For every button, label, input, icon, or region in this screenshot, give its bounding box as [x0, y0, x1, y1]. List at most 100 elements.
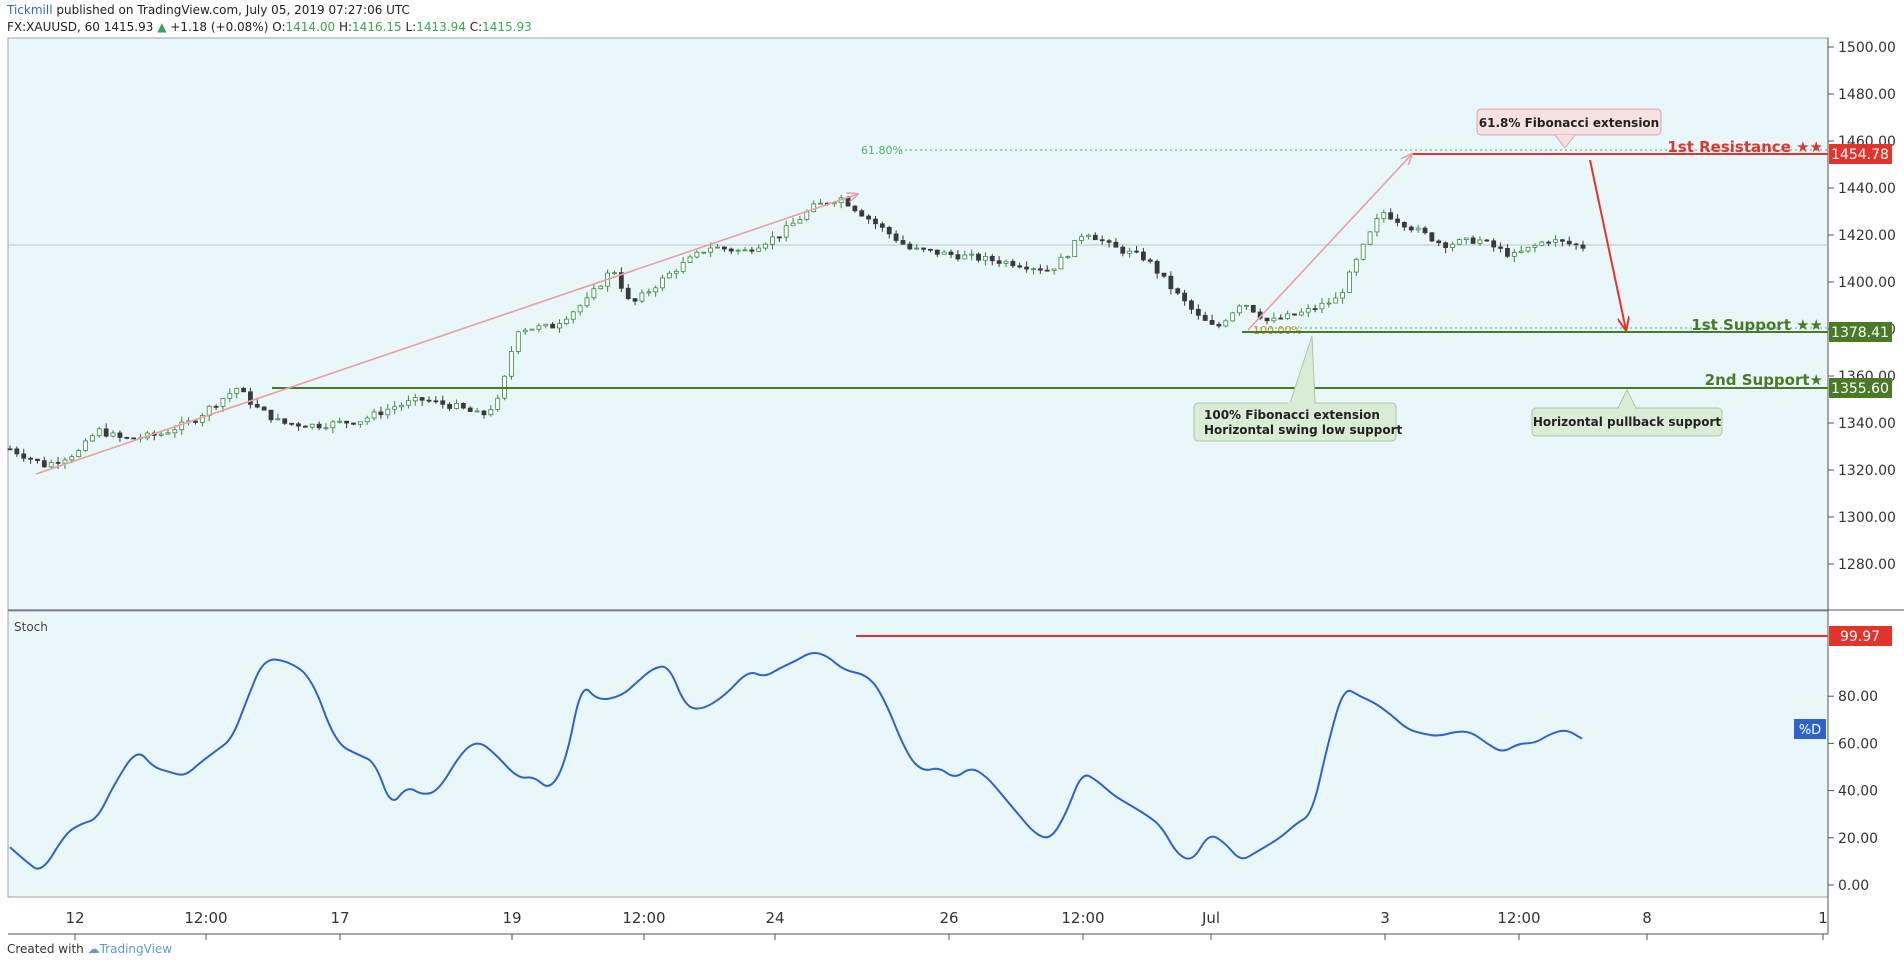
candle-body: [166, 433, 170, 434]
candle-body: [983, 256, 987, 260]
candle-body: [1148, 260, 1152, 261]
candle-body: [1347, 272, 1351, 292]
candle-body: [681, 262, 685, 271]
candle-body: [674, 271, 678, 273]
candle-body: [537, 326, 541, 329]
fib-61-label: 61.80%: [861, 144, 903, 157]
chart-canvas[interactable]: 1500.001480.001460.001440.001420.001400.…: [0, 0, 1904, 962]
time-tick-label: 3: [1380, 909, 1390, 927]
candle-body: [1073, 240, 1077, 256]
price-tick-label: 1320.00: [1838, 463, 1896, 479]
candle-body: [1155, 261, 1159, 273]
candle-body: [709, 248, 713, 252]
candle-body: [1512, 253, 1516, 257]
candle-body: [530, 329, 534, 330]
callout-fib-100-line2: Horizontal swing low support: [1204, 423, 1403, 437]
candle-body: [248, 392, 252, 405]
candle-body: [15, 449, 19, 454]
candle-body: [626, 288, 630, 298]
candle-body: [303, 426, 307, 427]
candle-body: [1286, 314, 1290, 319]
candle-body: [558, 324, 562, 328]
candle-body: [970, 254, 974, 255]
resistance-label: 1st Resistance ★★: [1667, 138, 1823, 156]
candle-body: [784, 226, 788, 237]
created-with-text: Created with: [7, 942, 84, 956]
candle-body: [1519, 251, 1523, 252]
callout-fib-100-line1: 100% Fibonacci extension: [1204, 408, 1380, 422]
candle-body: [1011, 261, 1015, 265]
price-tick-label: 1280.00: [1838, 557, 1896, 573]
support-2-label: 2nd Support★: [1705, 371, 1823, 389]
candle-body: [791, 223, 795, 226]
candle-body: [1499, 247, 1503, 248]
candle-body: [84, 441, 88, 451]
candle-body: [977, 254, 981, 260]
candle-body: [269, 410, 273, 420]
candle-body: [1341, 292, 1345, 298]
candle-body: [1196, 309, 1200, 315]
candle-body: [1086, 235, 1090, 236]
candle-body: [1121, 247, 1125, 253]
resistance-badge-text: 1454.78: [1831, 147, 1889, 163]
candle-body: [880, 224, 884, 228]
candle-body: [819, 203, 823, 204]
candle-body: [894, 234, 898, 241]
candle-body: [406, 401, 410, 405]
candle-body: [317, 424, 321, 428]
candle-body: [496, 398, 500, 409]
candle-body: [915, 248, 919, 249]
candle-body: [551, 324, 555, 328]
time-tick-label: 12:00: [1497, 909, 1540, 927]
candle-body: [214, 406, 218, 407]
candle-body: [647, 292, 651, 293]
candle-body: [1389, 213, 1393, 219]
tradingview-brand[interactable]: TradingView: [100, 942, 173, 956]
candle-body: [1560, 240, 1564, 242]
candle-body: [1004, 261, 1008, 263]
candle-body: [1547, 242, 1551, 243]
fib-100-label: 100.00%: [1253, 324, 1302, 337]
time-tick-label: 12:00: [622, 909, 665, 927]
candle-body: [1306, 309, 1310, 313]
candle-body: [667, 273, 671, 278]
candle-body: [49, 462, 53, 467]
candle-body: [544, 324, 548, 326]
stoch-tick-label: 40.00: [1838, 784, 1878, 800]
candle-body: [1052, 269, 1056, 271]
candle-body: [310, 424, 314, 427]
candle-body: [324, 428, 328, 429]
candle-body: [564, 319, 568, 323]
candle-body: [963, 255, 967, 259]
candle-body: [482, 411, 486, 415]
candle-body: [372, 412, 376, 418]
stoch-pane[interactable]: [8, 611, 1828, 897]
stoch-axis: 80.0060.0040.0020.000.00: [1828, 689, 1878, 894]
footer: Created with ☁TradingView: [7, 942, 172, 956]
candle-body: [283, 419, 287, 424]
support-1-badge-text: 1378.41: [1831, 325, 1889, 341]
candle-body: [42, 461, 46, 467]
candle-body: [1533, 245, 1537, 247]
candle-body: [1203, 315, 1207, 320]
candle-body: [1038, 269, 1042, 270]
candle-body: [736, 250, 740, 251]
candle-body: [1375, 219, 1379, 232]
candle-body: [812, 204, 816, 212]
callout-fib-618-text: 61.8% Fibonacci extension: [1479, 116, 1659, 130]
price-tick-label: 1420.00: [1838, 228, 1896, 244]
candle-body: [722, 247, 726, 249]
candle-body: [173, 430, 177, 433]
candle-body: [867, 216, 871, 219]
candle-body: [1457, 240, 1461, 245]
candle-body: [379, 412, 383, 415]
stoch-tick-label: 20.00: [1838, 831, 1878, 847]
candle-body: [56, 462, 60, 463]
candle-body: [640, 293, 644, 301]
candle-body: [509, 351, 513, 376]
candle-body: [571, 312, 575, 319]
time-tick-label: 12: [65, 909, 84, 927]
candle-body: [1100, 240, 1104, 241]
candle-body: [750, 250, 754, 251]
candle-body: [132, 438, 136, 439]
